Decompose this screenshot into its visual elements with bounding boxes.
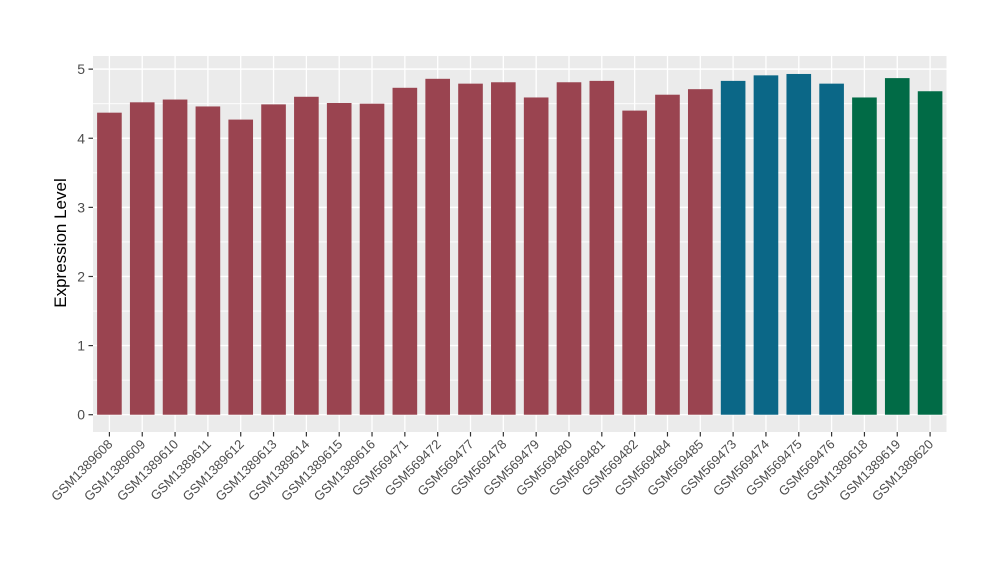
y-tick-label: 3 xyxy=(77,199,85,215)
bar-GSM569471 xyxy=(392,87,418,415)
y-tick-label: 2 xyxy=(77,268,85,284)
y-tick-label: 5 xyxy=(77,61,85,77)
bar-GSM1389619 xyxy=(884,78,910,415)
bar-GSM1389616 xyxy=(359,103,385,415)
bar-GSM1389618 xyxy=(852,97,877,415)
bar-GSM569478 xyxy=(491,82,516,415)
y-tick-label: 4 xyxy=(77,130,85,146)
bar-GSM569474 xyxy=(753,75,779,415)
bar-GSM569480 xyxy=(556,82,582,415)
plot-panel xyxy=(93,56,947,432)
bar-GSM1389615 xyxy=(326,103,352,415)
bar-GSM569472 xyxy=(425,78,450,415)
bar-GSM1389613 xyxy=(261,104,286,415)
bar-GSM569481 xyxy=(589,80,615,415)
bar-GSM1389612 xyxy=(228,119,254,415)
y-axis-title: Expression Level xyxy=(51,178,70,308)
bar-GSM1389608 xyxy=(97,112,122,415)
bar-GSM569476 xyxy=(819,83,844,415)
bar-GSM569475 xyxy=(786,73,812,415)
bar-GSM569473 xyxy=(720,80,746,415)
bar-GSM1389609 xyxy=(129,102,155,415)
y-tick-label: 0 xyxy=(77,407,85,423)
bar-GSM1389610 xyxy=(162,99,188,415)
bar-GSM1389620 xyxy=(917,91,943,415)
bar-GSM569484 xyxy=(655,94,680,415)
y-tick-label: 1 xyxy=(77,338,85,354)
bar-GSM569485 xyxy=(687,89,713,415)
bar-GSM569479 xyxy=(523,97,549,415)
bar-GSM569477 xyxy=(458,83,483,415)
bar-GSM1389614 xyxy=(294,96,319,415)
bar-GSM1389611 xyxy=(195,106,221,415)
bar-GSM569482 xyxy=(622,110,647,415)
